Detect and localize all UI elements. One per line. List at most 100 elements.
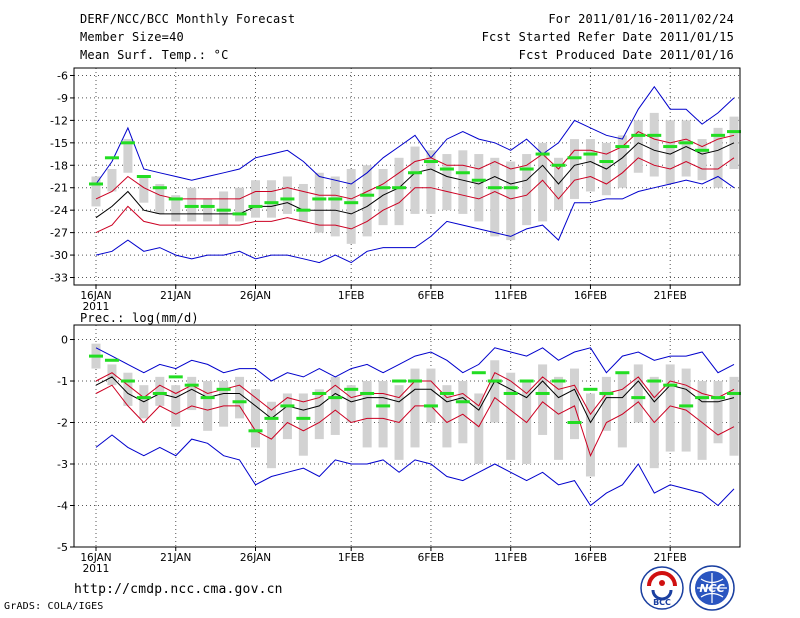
- median-marker: [711, 133, 726, 137]
- spread-box: [665, 120, 675, 184]
- spread-box: [522, 154, 532, 226]
- grads-credit: GrADS: COLA/IGES: [4, 601, 104, 612]
- y-tick-label: -3: [57, 458, 68, 471]
- spread-box: [251, 180, 260, 218]
- x-tick-label: 26JAN: [240, 552, 271, 564]
- y-tick-label: -1: [57, 375, 68, 388]
- median-marker: [264, 416, 279, 420]
- median-marker: [455, 400, 470, 404]
- ncc-logo-text: NCC: [699, 582, 724, 595]
- median-marker: [328, 396, 343, 400]
- median-marker: [376, 404, 391, 408]
- median-marker: [455, 171, 470, 175]
- spread-box: [665, 364, 675, 452]
- spread-box: [490, 360, 500, 423]
- ensemble-mean-line: [95, 376, 735, 424]
- median-marker: [583, 387, 598, 391]
- spread-box: [713, 127, 723, 188]
- median-marker: [360, 193, 375, 197]
- max-line: [95, 347, 735, 382]
- median-marker: [280, 197, 295, 201]
- median-marker: [312, 197, 327, 201]
- spread-box: [378, 169, 388, 226]
- median-marker: [423, 160, 438, 164]
- median-marker: [232, 212, 247, 216]
- spread-box: [633, 120, 643, 173]
- spread-box: [538, 142, 548, 222]
- median-marker: [200, 204, 215, 208]
- x-tick-label: 6FEB: [418, 290, 445, 302]
- bcc-logo: BCC: [640, 566, 684, 610]
- spread-box: [235, 376, 245, 419]
- spread-box: [681, 120, 691, 177]
- median-marker: [615, 145, 630, 149]
- spread-box: [601, 376, 611, 431]
- median-marker: [248, 429, 263, 433]
- median-marker: [679, 404, 694, 408]
- median-marker: [89, 354, 103, 358]
- spread-box: [298, 393, 308, 456]
- y-tick-label: -2: [57, 417, 68, 430]
- x-tick-label: 21FEB: [654, 290, 687, 302]
- x-tick-label: 21FEB: [654, 552, 687, 564]
- spread-box: [219, 191, 229, 226]
- spread-box: [266, 180, 276, 218]
- spread-box: [314, 172, 324, 233]
- x-tick-label: 21JAN: [160, 552, 191, 564]
- x-tick-label: 16FEB: [574, 290, 607, 302]
- forecast-period: For 2011/01/16-2011/02/24: [548, 12, 734, 26]
- median-marker: [104, 358, 119, 362]
- spread-box: [538, 364, 548, 435]
- median-marker: [695, 396, 710, 400]
- spread-box: [458, 150, 468, 214]
- spread-box: [362, 165, 372, 237]
- y-tick-label: 0: [61, 334, 68, 347]
- spread-box: [139, 176, 149, 203]
- footer-url[interactable]: http://cmdp.ncc.cma.gov.cn: [74, 582, 283, 597]
- min-line: [95, 175, 735, 264]
- median-marker: [471, 371, 486, 375]
- panel-frame: [73, 324, 741, 548]
- spread-box: [123, 372, 133, 406]
- median-marker: [136, 175, 151, 178]
- min-line: [95, 434, 735, 507]
- median-marker: [248, 204, 263, 208]
- median-marker: [551, 379, 566, 383]
- lower-std-line: [95, 384, 735, 458]
- median-marker: [519, 379, 534, 383]
- spread-box: [649, 112, 659, 177]
- median-marker: [408, 171, 422, 175]
- spread-box: [617, 135, 627, 188]
- median-marker: [727, 130, 741, 134]
- spread-box: [251, 389, 260, 448]
- spread-box: [203, 381, 213, 431]
- y-tick-label: -6: [57, 69, 68, 82]
- member-size: Member Size=40: [80, 30, 184, 44]
- median-marker: [711, 396, 726, 400]
- y-tick-label: -4: [57, 500, 68, 513]
- median-marker: [408, 379, 422, 383]
- y-tick-label: -27: [50, 227, 68, 240]
- spread-box: [410, 146, 420, 214]
- median-marker: [535, 391, 550, 395]
- spread-box: [570, 139, 579, 199]
- x-tick-label: 16FEB: [574, 552, 607, 564]
- spread-box: [91, 176, 101, 207]
- spread-box: [474, 393, 484, 465]
- spread-box: [266, 401, 276, 469]
- median-marker: [392, 186, 407, 190]
- spread-box: [585, 393, 595, 477]
- spread-box: [171, 385, 181, 427]
- median-marker: [439, 167, 454, 171]
- median-marker: [296, 416, 311, 420]
- spread-box: [570, 368, 579, 440]
- spread-box: [330, 376, 340, 435]
- median-marker: [663, 383, 678, 387]
- y-tick-label: -30: [50, 249, 68, 262]
- spread-box: [426, 150, 436, 214]
- spread-box: [729, 376, 739, 456]
- spread-box: [346, 169, 356, 244]
- median-marker: [360, 391, 375, 395]
- spread-box: [171, 195, 181, 222]
- spread-box: [314, 389, 324, 440]
